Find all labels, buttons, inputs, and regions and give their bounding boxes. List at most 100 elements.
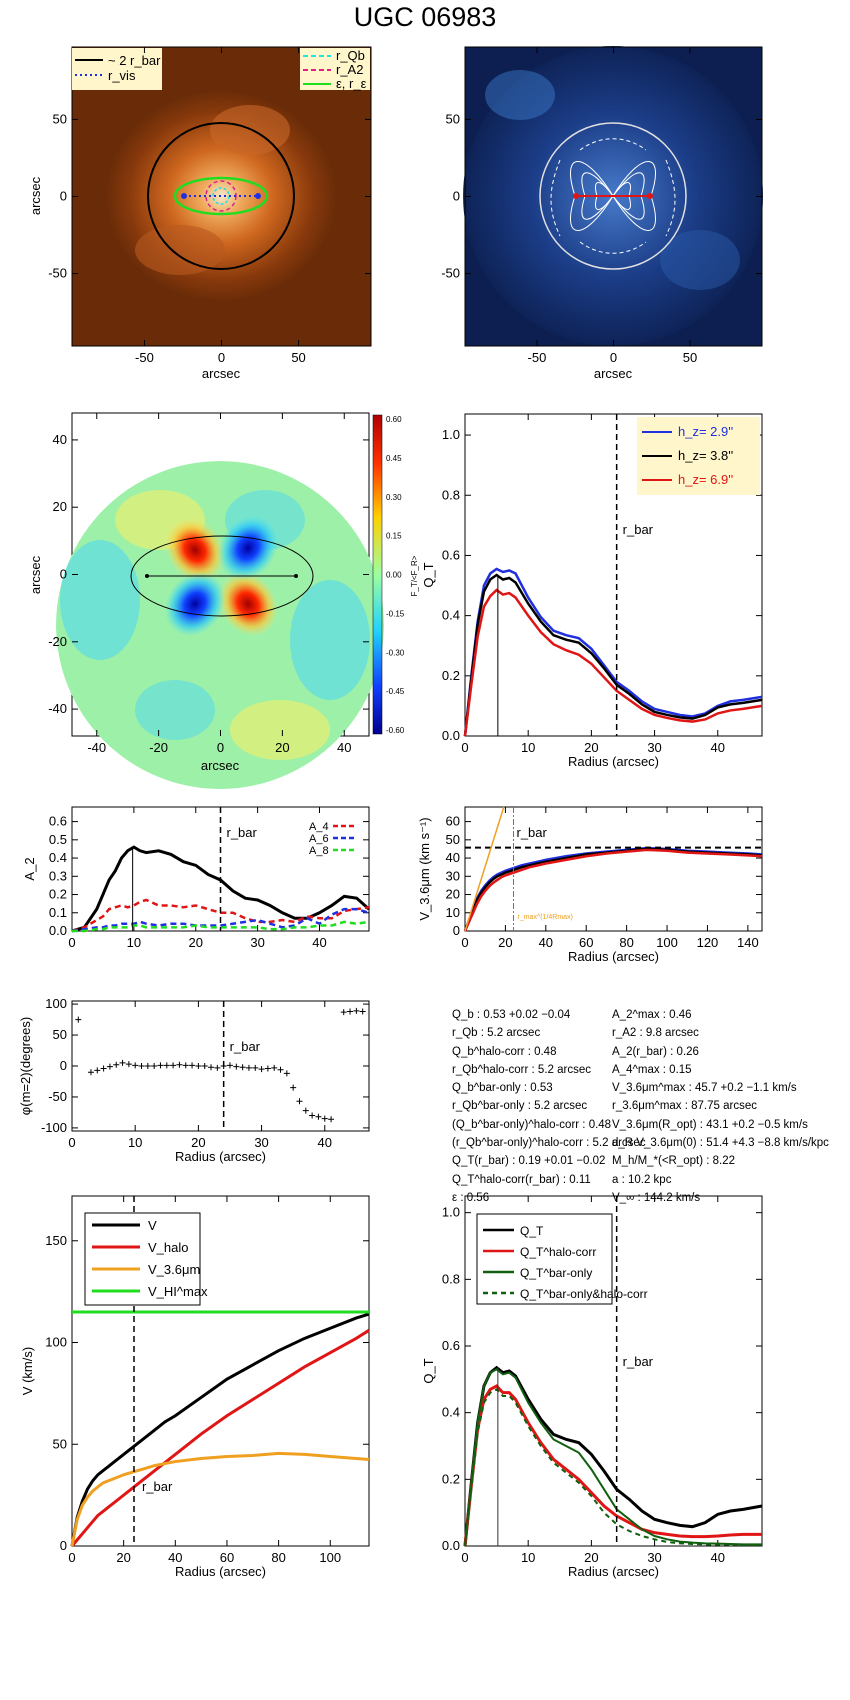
panel-velocity-decomposition [71,1195,370,1547]
x-tick-label: 20 [584,740,598,755]
panel-rotation-curve [464,806,763,932]
scatter-point [75,1016,82,1023]
legend-label-eps: ε, r_ε [336,76,367,91]
x-tick-label: 30 [647,740,661,755]
scatter-point [271,1064,278,1071]
x-axis-label: Radius (arcsec) [568,949,659,964]
y-tick-label: 0.3 [49,868,67,883]
scatter-point [353,1007,360,1014]
y-tick-label: 0.4 [442,1405,460,1420]
y-tick-label: 0.8 [442,1271,460,1286]
info-left-line: Q_b : 0.53 +0.02 −0.04 [452,1009,571,1021]
legend-label: A_4 [309,821,329,833]
y-axis-label: V (km/s) [20,1347,35,1395]
scatter-point [290,1084,297,1091]
x-axis-label: Radius (arcsec) [568,754,659,769]
y-tick-label: 0.6 [49,814,67,829]
x-tick-label: 80 [271,1550,285,1565]
scatter-point [328,1116,335,1123]
colorbar-tick-label: 0.00 [386,571,402,580]
y-tick-label: 50 [53,1027,67,1042]
scatter-point [315,1113,322,1120]
x-tick-label: 0 [68,935,75,950]
scatter-point [321,1115,328,1122]
y-tick-label: 0.5 [49,832,67,847]
x-tick-label: 20 [584,1550,598,1565]
x-tick-label: 40 [711,1550,725,1565]
rbar-label: r_bar [142,1479,173,1494]
negative-lobe [164,571,226,637]
y-tick-label: 100 [45,1335,67,1350]
x-tick-label: 30 [647,1550,661,1565]
scatter-point [245,1064,252,1071]
scatter-point [163,1062,170,1069]
y-tick-label: 0 [453,189,460,204]
scatter-point [144,1063,151,1069]
scatter-point [309,1112,316,1119]
y-axis-label: arcsec [28,176,43,215]
x-tick-label: 40 [539,935,553,950]
rbar-label: r_bar [623,522,654,537]
x-tick-label: 30 [250,935,264,950]
y-tick-label: 0 [60,1538,67,1553]
scatter-point [151,1063,158,1069]
info-left-line: (r_Qb^bar-only)^halo-corr : 5.2 arcsec [452,1137,646,1150]
y-tick-label: 50 [446,111,460,126]
rbar-label: r_bar [230,1039,261,1054]
colorbar-tick-label: -0.60 [386,726,405,735]
y-axis-label: arcsec [28,555,43,594]
scatter-point [220,1063,227,1069]
ticks-p4: 0 10 20 30 40 0.0 0.2 0.4 0.6 0.8 1.0 [442,414,762,755]
scatter-point [138,1063,145,1069]
x-tick-label: 40 [337,740,351,755]
series-line [464,1388,762,1547]
ellipticity-ellipse [173,176,269,216]
rbar-label: r_bar [516,825,547,840]
bar-end-marker [255,193,261,199]
scatter-point [100,1065,107,1072]
y-tick-label: -50 [48,266,67,281]
legend-label: Q_T^halo-corr [520,1245,596,1259]
y-tick-label: 20 [446,887,460,902]
positive-lobe [164,517,226,583]
x-tick-label: 10 [127,935,141,950]
colorbar-tick-label: -0.15 [386,609,405,618]
legend-label: h_z= 6.9'' [678,472,733,487]
negative-lobe [217,515,279,581]
info-left-line: r_Qb^halo-corr : 5.2 arcsec [452,1063,591,1076]
scatter-point [119,1059,126,1066]
y-tick-label: 50 [446,832,460,847]
info-right-line: V_3.6μm^max : 45.7 +0.2 −1.1 km/s [612,1082,797,1095]
y-axis-label: V_3.6μm (km s⁻¹) [417,817,432,920]
scatter-point [347,1008,354,1015]
legend-label: Q_T^bar-only [520,1266,592,1280]
rmax-label: r_max^(1/4Rmax) [517,914,572,921]
y-tick-label: 0.2 [49,887,67,902]
y-tick-label: 0 [60,567,67,582]
ticks-p7: 0 10 20 30 40 100 50 0 -50 -100 [41,996,369,1150]
y-tick-label: -100 [41,1120,67,1135]
colorbar-tick-label: -0.45 [386,687,405,696]
scatter-point [226,1062,233,1069]
y-tick-label: 50 [53,1436,67,1451]
scatter-point [214,1064,221,1071]
x-tick-label: 40 [168,1550,182,1565]
scatter-point [157,1062,164,1069]
legend-label: Q_T [520,1224,544,1238]
scatter-point [106,1063,113,1070]
scatter-point [132,1062,139,1069]
scatter-point [359,1008,366,1015]
legend-label: h_z= 2.9'' [678,424,733,439]
y-tick-label: 1.0 [442,1205,460,1220]
legend-left [72,48,162,90]
series-line [463,847,763,932]
info-right-line: V_∞ : 144.2 km/s [612,1191,701,1204]
y-tick-label: -50 [441,266,460,281]
x-tick-label: 30 [254,1135,268,1150]
series-line [72,920,370,933]
scatter-point [239,1064,246,1071]
x-tick-label: 20 [498,935,512,950]
y-tick-label: 50 [53,111,67,126]
scatter-point [182,1062,189,1069]
y-tick-label: 30 [446,868,460,883]
